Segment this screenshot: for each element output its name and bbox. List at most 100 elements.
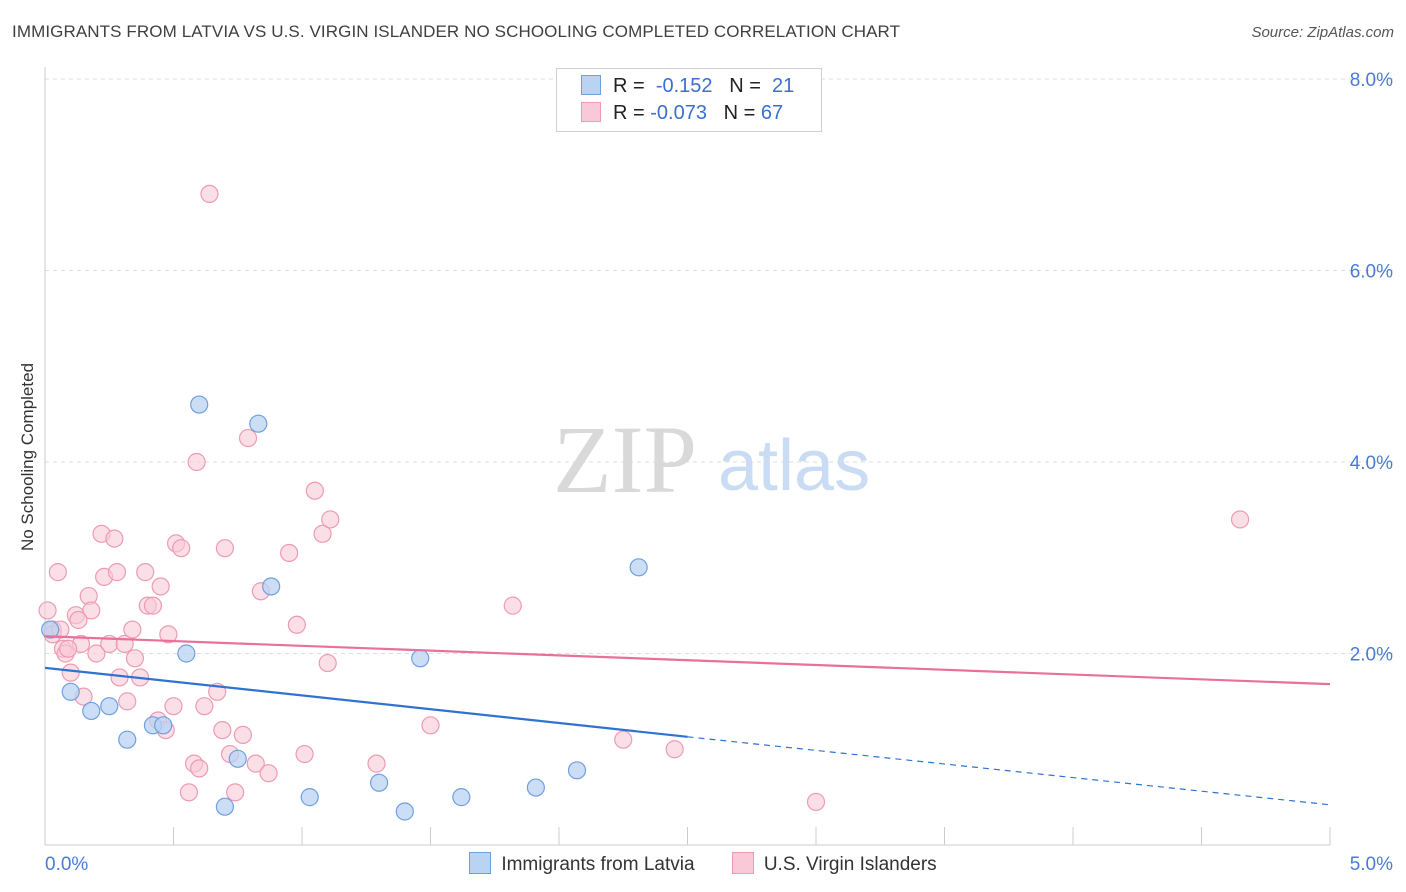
legend-item-latvia[interactable]: Immigrants from Latvia <box>469 852 695 876</box>
legend-row-latvia: R = -0.152 N = 21 <box>581 75 794 98</box>
trend-line-latvia-extrapolated <box>687 736 1331 806</box>
point-virgin-islanders <box>233 725 252 744</box>
chart-title: IMMIGRANTS FROM LATVIA VS U.S. VIRGIN IS… <box>12 22 901 41</box>
y-tick-label: 6.0% <box>1350 262 1393 283</box>
point-virgin-islanders <box>48 563 67 582</box>
x-tick-label: 5.0% <box>1350 854 1393 875</box>
point-virgin-islanders <box>238 428 258 448</box>
y-tick-label: 4.0% <box>1350 453 1393 474</box>
point-virgin-islanders <box>280 543 299 563</box>
watermark-atlas: atlas <box>718 426 870 506</box>
point-latvia <box>262 577 281 596</box>
y-tick-label: 2.0% <box>1350 645 1393 666</box>
tick-labels: 2.0% 4.0% 6.0% 8.0% 0.0% 5.0% <box>45 70 1393 875</box>
legend-r-label: R = <box>613 102 645 124</box>
point-virgin-islanders <box>118 692 137 711</box>
legend-item-virgin-islanders[interactable]: U.S. Virgin Islanders <box>731 852 937 876</box>
legend-swatch-blue <box>469 852 492 874</box>
point-virgin-islanders <box>164 697 183 716</box>
legend-label-latvia: Immigrants from Latvia <box>501 854 695 875</box>
point-virgin-islanders <box>313 524 332 543</box>
point-virgin-islanders <box>151 577 170 596</box>
trend-line-virgin-islanders <box>44 635 1331 686</box>
point-virgin-islanders <box>321 510 340 529</box>
point-latvia <box>41 620 60 639</box>
point-latvia <box>526 778 545 797</box>
point-virgin-islanders <box>143 596 163 615</box>
point-virgin-islanders <box>318 653 337 673</box>
point-virgin-islanders <box>187 452 206 472</box>
point-latvia <box>154 716 173 735</box>
point-virgin-islanders <box>123 620 142 639</box>
point-latvia <box>395 802 414 821</box>
point-virgin-islanders <box>614 730 633 749</box>
axes <box>44 67 1331 846</box>
legend-swatch-blue <box>581 75 601 95</box>
point-virgin-islanders <box>503 596 522 615</box>
point-virgin-islanders <box>195 697 214 716</box>
correlation-legend: R = -0.152 N = 21 R = -0.073 N = 67 <box>556 68 822 132</box>
legend-label-virgin-islanders: U.S. Virgin Islanders <box>763 854 937 875</box>
legend-r-label: R = <box>613 75 645 97</box>
point-virgin-islanders <box>367 754 386 773</box>
point-virgin-islanders <box>59 639 78 658</box>
point-latvia <box>82 701 101 721</box>
point-virgin-islanders <box>200 184 219 203</box>
legend-n-label: N = <box>723 102 756 124</box>
legend-swatch-pink <box>731 852 754 874</box>
point-virgin-islanders <box>172 539 191 558</box>
point-latvia <box>411 649 430 668</box>
point-latvia <box>190 395 209 414</box>
point-latvia <box>177 644 196 663</box>
series-legend: Immigrants from Latvia U.S. Virgin Islan… <box>0 852 1406 876</box>
point-latvia <box>215 797 234 816</box>
legend-r-value: -0.152 <box>655 75 713 97</box>
point-virgin-islanders <box>69 610 88 630</box>
point-virgin-islanders <box>82 601 101 620</box>
point-virgin-islanders <box>136 563 155 582</box>
point-virgin-islanders <box>295 744 314 764</box>
point-virgin-islanders <box>305 481 324 500</box>
series-us-virgin-islanders <box>38 184 1250 812</box>
point-virgin-islanders <box>226 783 245 802</box>
series-immigrants-from-latvia <box>41 395 648 821</box>
trend-lines <box>44 635 1331 806</box>
point-virgin-islanders <box>1230 510 1250 529</box>
point-virgin-islanders <box>159 625 178 644</box>
point-latvia <box>452 788 471 807</box>
point-virgin-islanders <box>287 615 306 634</box>
point-latvia <box>629 558 648 577</box>
trend-line-latvia <box>44 666 688 738</box>
point-latvia <box>118 730 137 749</box>
point-latvia <box>567 761 587 780</box>
legend-n-value: 67 <box>760 102 784 124</box>
point-virgin-islanders <box>665 740 684 759</box>
x-tick-label: 0.0% <box>45 854 88 875</box>
point-virgin-islanders <box>38 601 57 620</box>
point-virgin-islanders <box>87 644 106 663</box>
y-tick-label: 8.0% <box>1350 70 1393 91</box>
legend-r-value: -0.073 <box>650 102 707 124</box>
legend-swatch-pink <box>581 102 601 122</box>
point-virgin-islanders <box>246 754 265 773</box>
point-virgin-islanders <box>806 792 826 812</box>
point-virgin-islanders <box>259 764 278 783</box>
point-virgin-islanders <box>125 649 145 668</box>
legend-n-value: 21 <box>772 75 795 97</box>
point-latvia <box>300 788 319 807</box>
point-virgin-islanders <box>61 663 80 682</box>
point-virgin-islanders <box>213 720 232 740</box>
point-latvia <box>228 749 247 768</box>
point-latvia <box>249 414 268 433</box>
point-virgin-islanders <box>107 563 127 582</box>
watermark-zip: ZIP <box>553 406 697 513</box>
point-virgin-islanders <box>215 539 234 558</box>
legend-n-label: N = <box>729 75 761 97</box>
point-virgin-islanders <box>421 716 440 735</box>
watermark: ZIP atlas <box>553 406 870 513</box>
point-latvia <box>61 682 80 701</box>
point-virgin-islanders <box>179 783 199 802</box>
point-latvia <box>370 773 389 792</box>
point-latvia <box>100 697 119 716</box>
